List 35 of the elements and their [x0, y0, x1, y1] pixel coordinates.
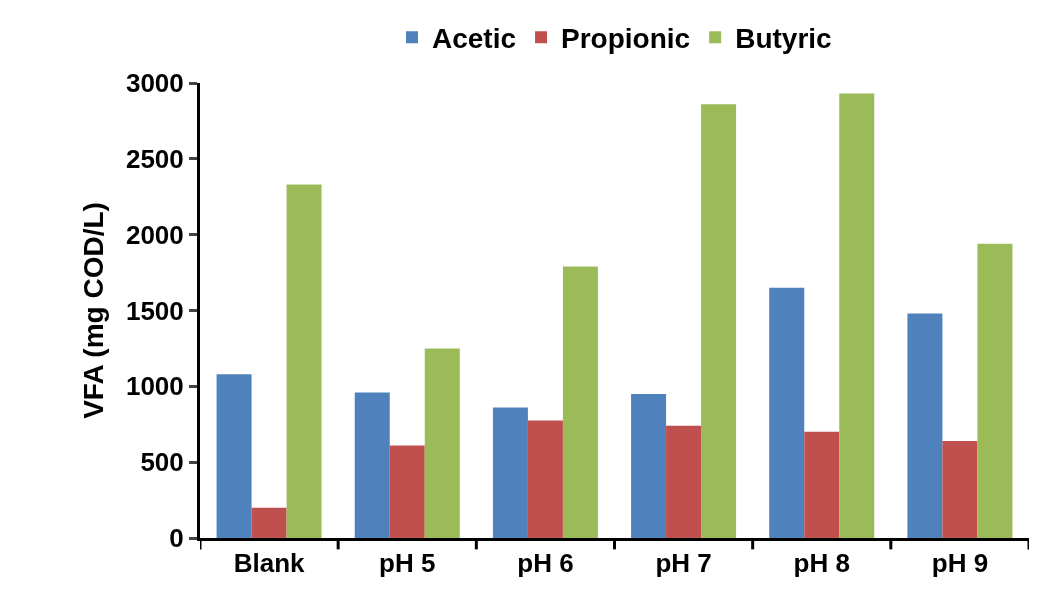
x-tick-label: pH 8 [793, 548, 850, 579]
bar [527, 420, 563, 538]
y-tick-label: 500 [140, 447, 184, 478]
y-tick-label: 0 [169, 523, 184, 554]
legend-label: Propionic [561, 23, 691, 55]
bar [666, 425, 702, 538]
bar [977, 243, 1013, 538]
bar [492, 407, 528, 538]
bar [389, 445, 425, 538]
bar [839, 93, 875, 538]
x-tick-label: Blank [233, 548, 306, 579]
y-tick-label: 2500 [125, 143, 184, 174]
bar [354, 392, 390, 538]
bar [701, 104, 737, 538]
legend-label: Acetic [432, 23, 517, 55]
bar [804, 431, 840, 538]
x-tick-label: pH 5 [379, 548, 436, 579]
bar [942, 440, 978, 538]
y-tick-label: 3000 [125, 68, 184, 99]
bar [424, 348, 460, 538]
bar [216, 374, 252, 538]
y-tick-label: 1000 [125, 371, 184, 402]
bar [251, 507, 287, 538]
bar [769, 287, 805, 538]
x-tick-label: pH 7 [655, 548, 712, 579]
bar [631, 393, 667, 538]
y-axis-title: VFA (mg COD/L) [77, 202, 109, 419]
legend-label: Butyric [735, 23, 832, 55]
y-tick-label: 1500 [125, 295, 184, 326]
bar [286, 184, 322, 538]
bar [907, 313, 943, 538]
y-tick-label: 2000 [125, 219, 184, 250]
bar [562, 266, 598, 538]
x-tick-label: pH 6 [517, 548, 574, 579]
x-tick-label: pH 9 [931, 548, 989, 579]
